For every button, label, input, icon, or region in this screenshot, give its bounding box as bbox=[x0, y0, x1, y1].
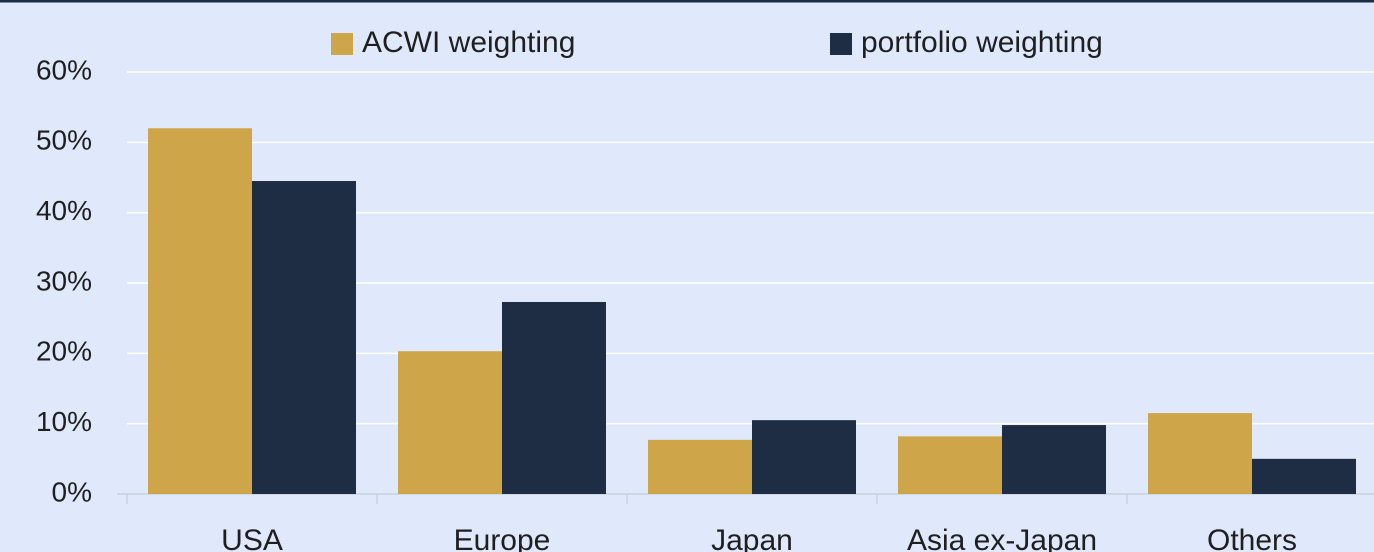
bar bbox=[1252, 458, 1356, 494]
x-tick-label: USA bbox=[221, 524, 283, 552]
legend-swatch bbox=[830, 33, 852, 55]
legend-label: ACWI weighting bbox=[362, 26, 575, 59]
legend-swatch bbox=[331, 33, 353, 55]
bar bbox=[252, 181, 356, 494]
x-tick-label: Europe bbox=[454, 524, 551, 552]
y-tick-label: 60% bbox=[36, 54, 92, 85]
bar bbox=[1002, 425, 1106, 494]
x-tick-label: Others bbox=[1207, 524, 1297, 552]
x-tick-label: Asia ex-Japan bbox=[907, 524, 1097, 552]
y-tick-label: 50% bbox=[36, 125, 92, 156]
y-tick-label: 40% bbox=[36, 195, 92, 226]
y-tick-label: 30% bbox=[36, 265, 92, 296]
bar bbox=[898, 436, 1002, 494]
y-tick-label: 0% bbox=[52, 476, 92, 507]
x-tick-label: Japan bbox=[711, 524, 793, 552]
bar bbox=[648, 439, 752, 494]
bar bbox=[502, 301, 606, 494]
y-tick-label: 10% bbox=[36, 406, 92, 437]
bar bbox=[148, 128, 252, 494]
bar bbox=[398, 351, 502, 494]
bar bbox=[1148, 413, 1252, 494]
legend-label: portfolio weighting bbox=[861, 26, 1103, 59]
y-tick-label: 20% bbox=[36, 336, 92, 367]
bar bbox=[752, 420, 856, 494]
